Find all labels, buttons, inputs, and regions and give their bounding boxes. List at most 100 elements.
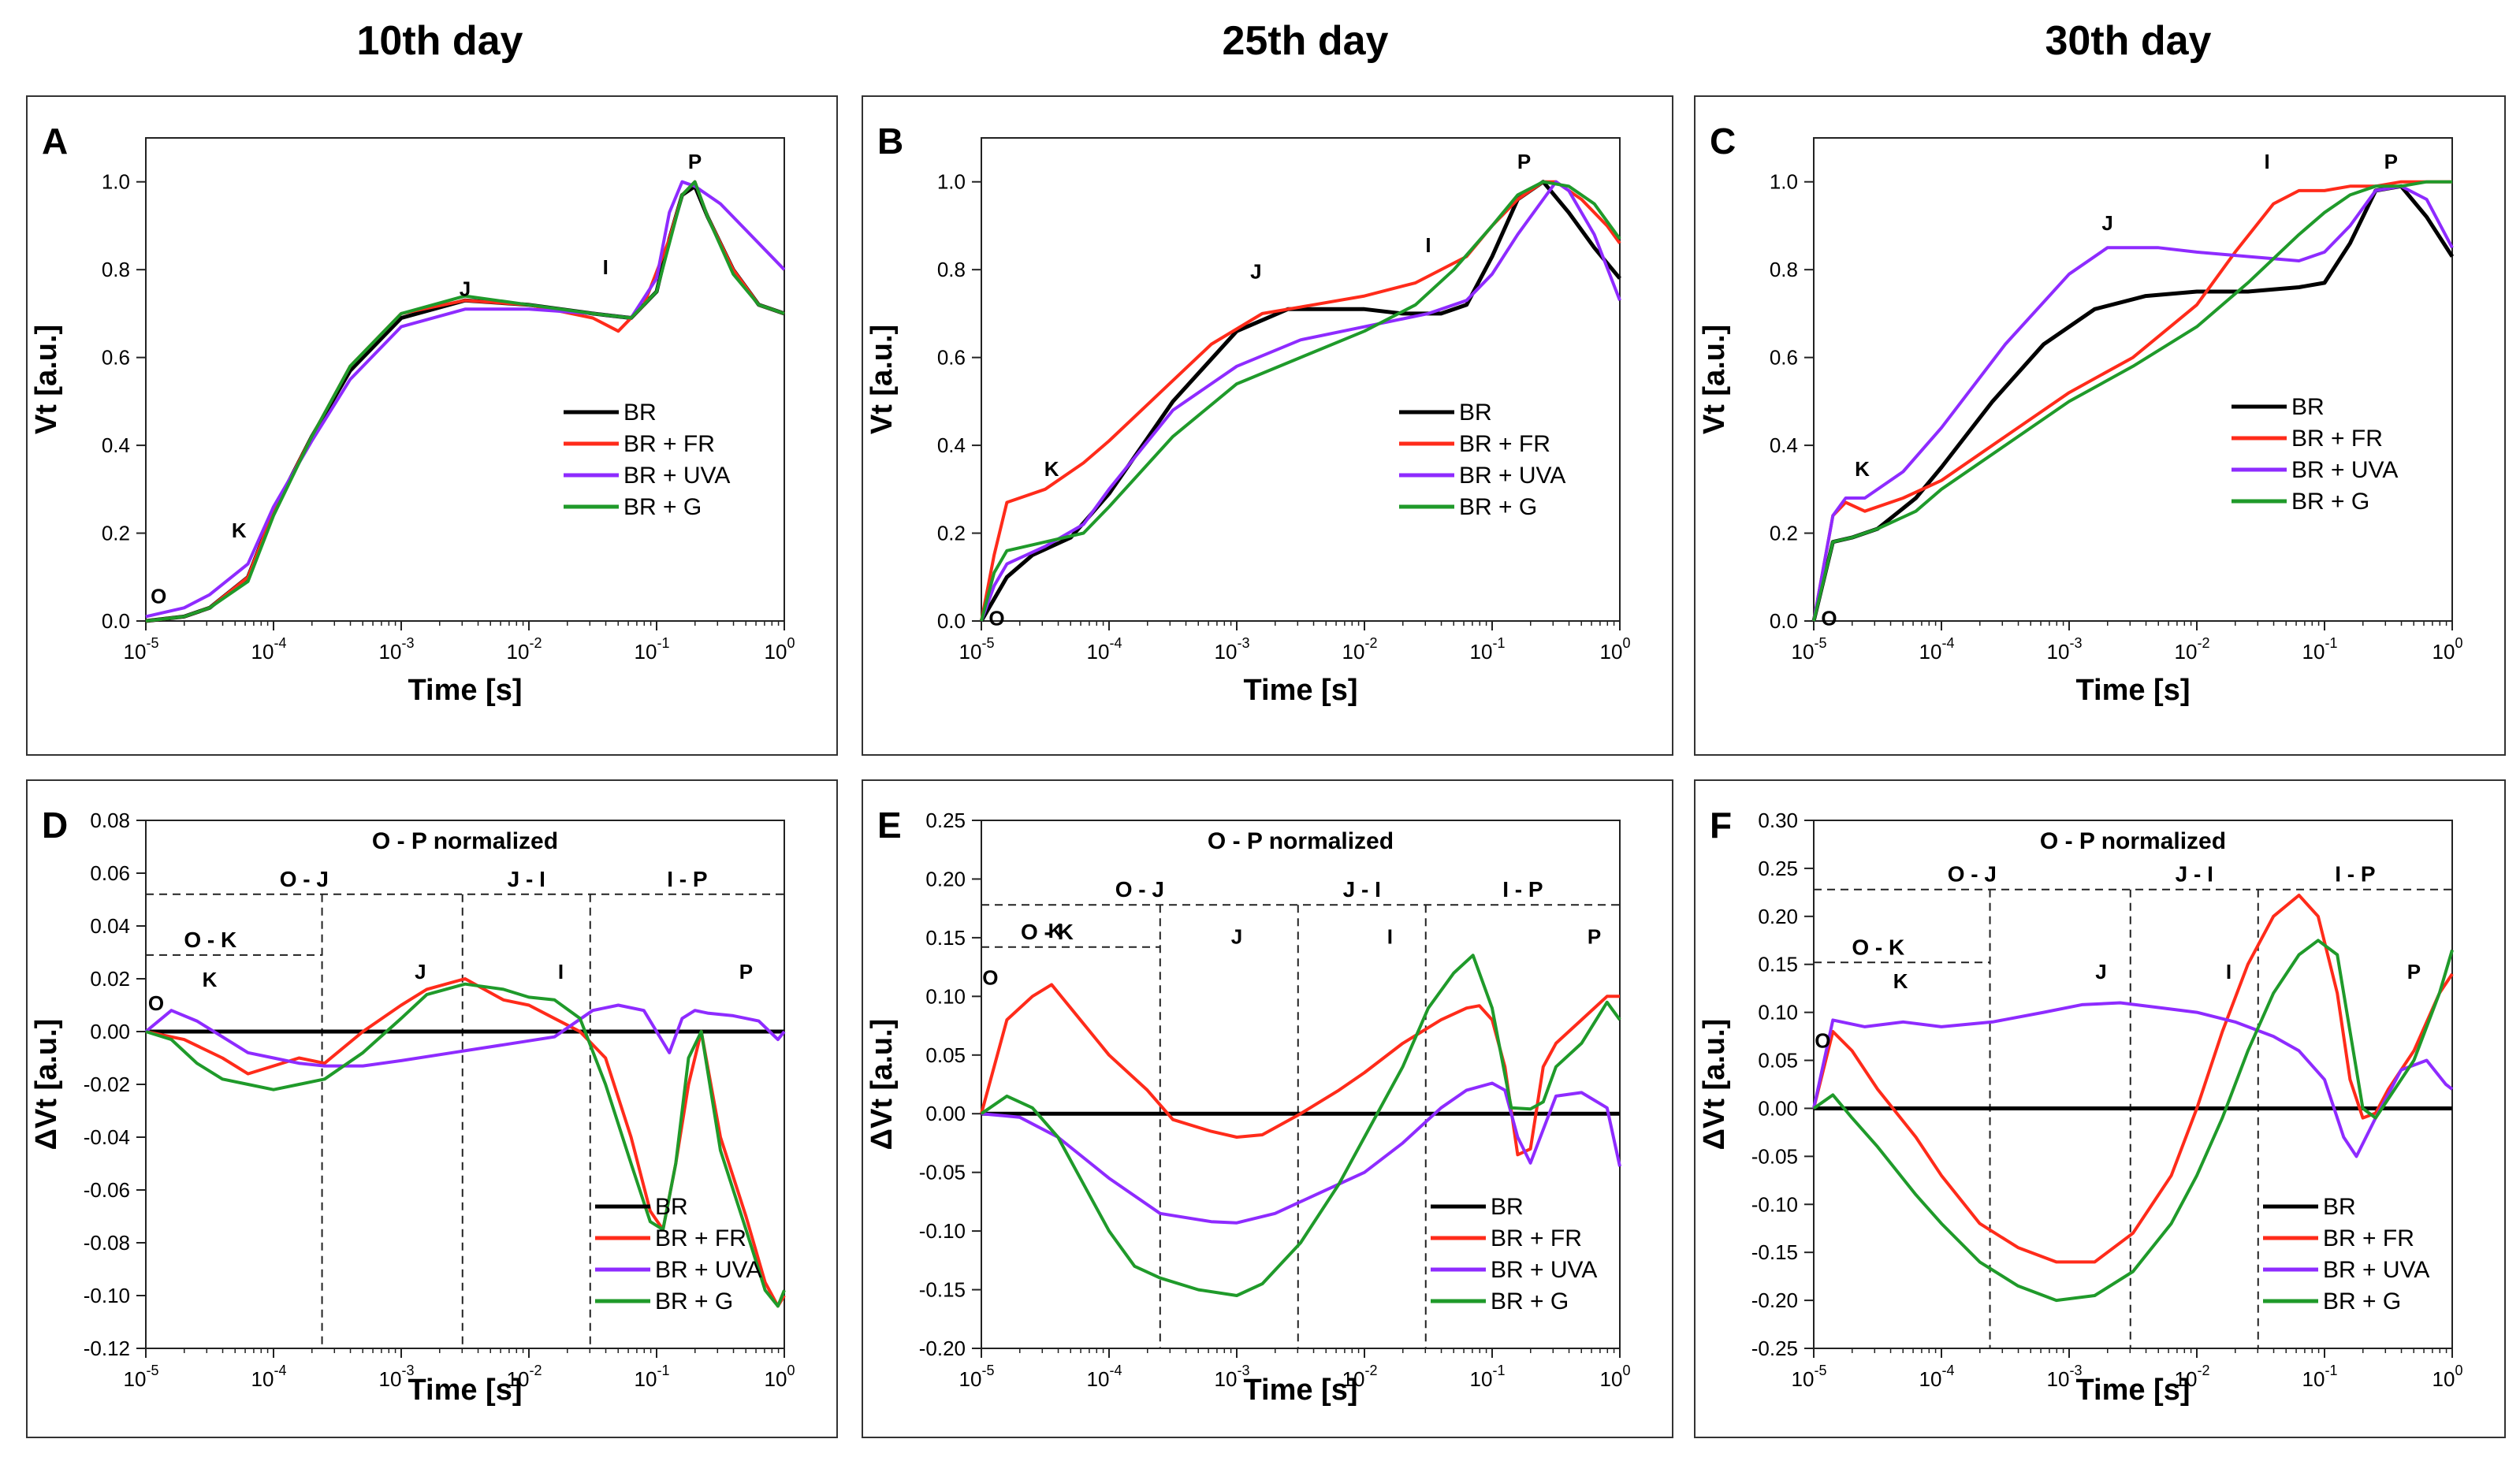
y-tick-label: 1.0 (937, 170, 966, 194)
plot-frame (145, 137, 785, 622)
x-tick-label: 10-1 (1470, 1363, 1506, 1391)
point-label-j: J (1231, 924, 1242, 948)
panel-a: A 10-5 10-4 10-3 10-2 10-1 100 0.0 0.2 0.4 0.6 0.8 1… (26, 95, 838, 756)
point-label-o: O (982, 965, 998, 989)
x-tick-label: 10-2 (507, 635, 542, 664)
y-tick-label: 1.0 (1770, 170, 1798, 194)
phase-title: O - P normalized (372, 828, 558, 854)
point-label-p: P (1517, 150, 1531, 173)
x-tick-label: 10-2 (2175, 635, 2210, 664)
y-axis-label: Vt [a.u.] (865, 325, 899, 434)
y-tick-label: -0.25 (1751, 1337, 1798, 1360)
phase-title: O - P normalized (1208, 828, 1394, 854)
series-line-br-fr (1812, 894, 2454, 1264)
y-tick-label: 0.8 (1770, 258, 1798, 281)
phase-label-ok: O - K (184, 928, 236, 952)
point-label-p: P (688, 150, 702, 173)
legend-label: BR + UVA (1491, 1257, 1597, 1283)
point-label-j: J (2095, 960, 2106, 983)
series-line-br-g (145, 180, 785, 623)
point-label-i: I (2264, 150, 2269, 173)
point-label-k: K (1855, 457, 1870, 481)
y-tick-label: -0.20 (919, 1337, 966, 1360)
y-tick-label: 0.2 (937, 522, 966, 545)
point-label-p: P (1588, 924, 1601, 948)
legend-label: BR + UVA (1459, 463, 1565, 489)
y-tick-label: 0.4 (102, 433, 130, 457)
y-tick-label: 0.00 (925, 1102, 966, 1125)
chart-e: E10-5 10-4 10-3 10-2 10-1 100-0.20-0.15-0.10-… (865, 805, 1630, 1407)
y-tick-label: -0.12 (84, 1337, 130, 1360)
y-tick-label: 0.08 (90, 809, 130, 832)
series-line-br-fr (145, 180, 785, 623)
legend-label: BR + UVA (2291, 457, 2398, 483)
y-tick-label: -0.04 (84, 1125, 130, 1149)
x-tick-label: 100 (765, 1363, 795, 1391)
series-line-br-uva (980, 180, 1621, 622)
legend-label: BR (623, 400, 657, 426)
y-tick-label: 0.04 (90, 914, 130, 938)
y-tick-label: 0.02 (90, 967, 130, 991)
y-tick-label: 0.15 (1758, 953, 1798, 976)
legend-label: BR (655, 1194, 688, 1220)
y-axis-label: Vt [a.u.] (30, 325, 63, 434)
point-label-o: O (1821, 607, 1837, 630)
panel-d: D 10-5 10-4 10-3 10-2 10-1 100 -0.12 -0.10 -0.08-… (26, 779, 838, 1438)
x-tick-label: 10-4 (1087, 635, 1122, 664)
y-tick-label: -0.05 (1751, 1144, 1798, 1168)
panel-b: B 10-5 10-4 10-3 10-2 10-1 100 0.0 0.2 0.4 0.6 0.8 1… (862, 95, 1673, 756)
point-label-p: P (2384, 150, 2398, 173)
chart-b: B 10-5 10-4 10-3 10-2 10-1 100 0.0 0.2 0.4 0.6 0.8 1… (865, 121, 1631, 707)
x-tick-label: 100 (1600, 635, 1631, 664)
x-axis-label: Time [s] (408, 1374, 522, 1407)
series-line-br-uva (144, 1003, 786, 1068)
x-axis-label: Time [s] (1243, 674, 1357, 707)
legend-label: BR + G (655, 1288, 733, 1314)
y-tick-label: 0.10 (1758, 1001, 1798, 1024)
plot-frame (1813, 137, 2453, 622)
x-tick-label: 10-2 (1342, 635, 1378, 664)
y-tick-label: 0.20 (1758, 905, 1798, 928)
y-tick-label: -0.02 (84, 1073, 130, 1096)
column-title-30th-day: 30th day (2045, 18, 2212, 64)
x-tick-label: 10-1 (635, 635, 670, 664)
legend-label: BR + FR (1459, 431, 1550, 457)
x-tick-label: 10-4 (1919, 635, 1955, 664)
x-tick-label: 10-5 (1792, 1363, 1827, 1391)
y-tick-label: 0.0 (1770, 609, 1798, 633)
x-axis-label: Time [s] (1243, 1374, 1357, 1407)
phase-label-ji: J - I (2176, 862, 2213, 887)
legend-label: BR (1491, 1194, 1524, 1220)
y-tick-label: -0.05 (919, 1161, 966, 1184)
panel-letter-e: E (877, 805, 902, 846)
legend-label: BR + G (1491, 1288, 1569, 1314)
x-tick-label: 10-4 (251, 635, 287, 664)
y-tick-label: -0.15 (1751, 1240, 1798, 1264)
chart-c: C 10-5 10-4 10-3 10-2 10-1 100 0.0 0.2 0.4 0.6 0.8 1… (1698, 121, 2463, 707)
series-line-br-g (980, 180, 1621, 622)
x-tick-label: 10-4 (1087, 1363, 1122, 1391)
x-tick-label: 10-5 (124, 1363, 159, 1391)
x-tick-label: 10-3 (379, 635, 415, 664)
panel-letter-d: D (42, 805, 68, 846)
phase-label-ip: I - P (667, 867, 707, 891)
y-tick-label: 0.05 (1758, 1049, 1798, 1073)
phase-label-oj: O - J (280, 867, 329, 891)
panel-e: E 10-5 10-4 10-3 10-2 10-1 100 -0.20 -0.15 -0.10-… (862, 779, 1673, 1438)
phase-label-ok: O - K (1021, 920, 1074, 944)
legend-label: BR + G (1459, 494, 1537, 520)
point-label-k: K (1044, 457, 1059, 481)
point-label-j: J (2101, 211, 2112, 235)
legend-label: BR + UVA (655, 1257, 761, 1283)
legend-label: BR + FR (1491, 1225, 1582, 1251)
point-label-k: K (1048, 919, 1063, 943)
legend-label: BR + G (2323, 1288, 2401, 1314)
legend-label: BR + FR (2291, 426, 2383, 452)
x-tick-label: 100 (2433, 635, 2463, 664)
y-tick-label: 0.2 (1770, 522, 1798, 545)
y-axis-label: Vt [a.u.] (1698, 325, 1731, 434)
panel-letter-c: C (1710, 121, 1736, 162)
legend-label: BR + FR (655, 1225, 746, 1251)
legend-label: BR + UVA (2323, 1257, 2429, 1283)
phase-label-ip: I - P (2335, 862, 2375, 887)
